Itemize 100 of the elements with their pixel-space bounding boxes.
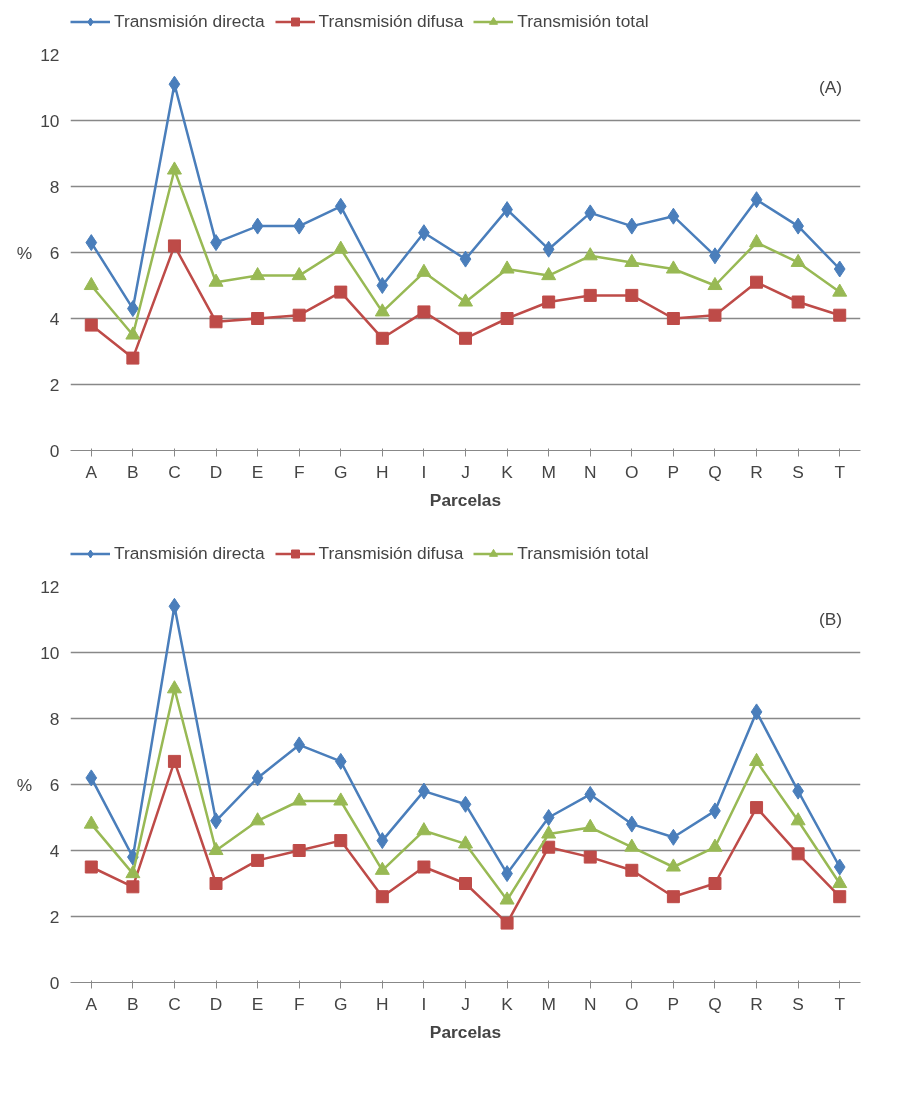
x-tick-label: D: [209, 461, 223, 482]
x-tick-label: R: [750, 993, 763, 1014]
legend-label: Transmisión difusa: [318, 542, 464, 564]
point: [291, 792, 307, 806]
x-tick-label: I: [421, 993, 427, 1014]
point: [542, 840, 556, 854]
point: [251, 217, 264, 235]
point: [542, 240, 555, 258]
point: [85, 234, 98, 252]
point: [168, 597, 181, 615]
point: [833, 260, 846, 278]
point: [376, 277, 389, 294]
x-tick-label: C: [168, 461, 181, 482]
point: [209, 315, 223, 329]
x-tick-label: M: [541, 993, 556, 1014]
point: [750, 801, 764, 815]
point: [666, 890, 680, 904]
point: [251, 769, 264, 787]
point: [459, 250, 472, 268]
point: [582, 247, 598, 261]
point: [126, 880, 140, 894]
point: [168, 75, 181, 93]
point: [334, 834, 348, 848]
point: [459, 795, 472, 813]
point: [292, 308, 306, 322]
point: [584, 204, 597, 222]
y-tick-label: 4: [49, 840, 60, 861]
point: [125, 865, 141, 879]
y-tick-label: 2: [49, 906, 60, 927]
y-tick-label: 12: [40, 44, 60, 65]
point: [499, 260, 515, 274]
annotation: (A): [818, 77, 843, 98]
point: [416, 822, 432, 836]
x-tick-label: N: [583, 993, 597, 1014]
point: [625, 288, 639, 302]
point: [376, 832, 389, 850]
legend-label: Transmisión total: [517, 542, 649, 564]
point: [209, 877, 223, 890]
x-tick-label: C: [168, 993, 181, 1014]
point: [83, 276, 99, 291]
point: [791, 847, 805, 861]
point: [542, 809, 555, 826]
x-tick-label: F: [293, 461, 305, 482]
point: [708, 877, 722, 890]
point: [334, 752, 347, 770]
x-tick-label: S: [792, 461, 804, 482]
point: [126, 351, 140, 365]
point: [707, 276, 723, 291]
x-tick-label: A: [85, 993, 98, 1014]
legend-label: Transmisión directa: [114, 10, 265, 32]
x-tick-label: F: [293, 993, 305, 1014]
point: [417, 305, 431, 319]
point: [667, 207, 680, 225]
x-tick-label: N: [583, 461, 597, 482]
y-tick-label: 2: [49, 374, 60, 395]
point: [167, 239, 181, 253]
point: [84, 318, 98, 332]
point: [375, 331, 389, 345]
point: [665, 858, 681, 872]
point: [500, 916, 514, 930]
point: [791, 295, 805, 309]
legend-label: Transmisión total: [517, 10, 649, 32]
x-tick-label: E: [251, 461, 264, 482]
point: [83, 815, 99, 829]
x-axis-title: Parcelas: [429, 1021, 502, 1042]
point: [833, 890, 847, 904]
point: [541, 825, 557, 839]
y-tick-label: 12: [40, 576, 60, 597]
y-tick-label: 0: [49, 972, 60, 993]
y-axis-title: %: [16, 242, 33, 263]
point: [832, 283, 848, 297]
y-tick-label: 8: [49, 176, 60, 197]
x-tick-label: D: [209, 993, 223, 1014]
point: [416, 263, 432, 277]
x-tick-label: G: [334, 993, 348, 1014]
point: [333, 792, 349, 806]
point: [291, 267, 307, 281]
y-tick-label: 8: [49, 708, 60, 729]
x-tick-label: Q: [708, 461, 722, 482]
point: [833, 308, 847, 322]
legend-label: Transmisión directa: [114, 542, 265, 564]
point: [85, 769, 98, 787]
annotation: (B): [818, 609, 843, 630]
x-tick-label: M: [541, 461, 556, 482]
point: [417, 860, 431, 874]
point: [250, 267, 266, 281]
point: [542, 295, 556, 309]
point: [708, 308, 722, 322]
x-tick-label: O: [625, 461, 639, 482]
x-tick-label: J: [461, 461, 470, 482]
point: [749, 752, 765, 766]
point: [624, 838, 640, 852]
point: [666, 312, 680, 325]
x-tick-label: K: [501, 993, 514, 1014]
x-tick-label: T: [834, 461, 846, 482]
y-tick-label: 10: [40, 110, 60, 131]
point: [583, 850, 597, 864]
point: [375, 890, 389, 904]
point: [208, 841, 224, 856]
y-tick-label: 0: [49, 440, 60, 461]
